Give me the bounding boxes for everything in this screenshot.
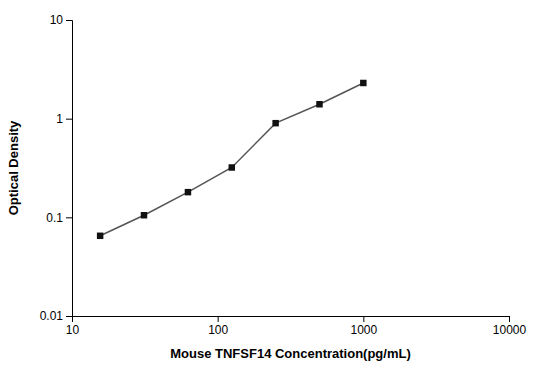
- x-tick-label: 10: [66, 323, 80, 337]
- y-axis-title: Optical Density: [6, 120, 21, 215]
- marker: [360, 80, 366, 86]
- y-axis: 0.01 0.1 1 10: [40, 13, 73, 323]
- x-tick-label: 100: [208, 323, 228, 337]
- y-tick-mark: [66, 316, 72, 317]
- x-axis-title: Mouse TNFSF14 Concentration(pg/mL): [170, 346, 411, 361]
- x-tick: 10000: [493, 316, 527, 337]
- x-tick-mark: [218, 316, 219, 322]
- marker: [272, 120, 278, 126]
- x-tick: 10: [66, 316, 80, 337]
- x-axis-line: [73, 317, 510, 323]
- line: [100, 83, 363, 236]
- x-tick-label: 10000: [493, 323, 527, 337]
- x-tick-mark: [509, 316, 510, 322]
- y-tick: 1: [56, 112, 72, 126]
- y-tick-label: 1: [56, 112, 63, 126]
- x-tick-label: 1000: [350, 323, 377, 337]
- plot-area: 10 100 1000 10000 0.01 0.1 1 10: [40, 13, 527, 336]
- x-tick: 100: [208, 316, 228, 337]
- chart: 10 100 1000 10000 0.01 0.1 1 10 Mouse TNFSF14 Co…: [0, 0, 533, 372]
- y-tick: 0.01: [40, 309, 72, 323]
- y-tick-mark: [66, 119, 72, 120]
- y-tick: 10: [50, 13, 72, 27]
- marker: [141, 212, 147, 218]
- y-tick: 0.1: [46, 211, 72, 225]
- y-tick-label: 10: [50, 13, 64, 27]
- x-axis: 10 100 1000 10000: [66, 316, 527, 337]
- y-axis-line: [66, 21, 73, 317]
- series: [97, 80, 367, 239]
- marker: [316, 101, 322, 107]
- y-tick-mark: [66, 217, 72, 218]
- marker: [185, 189, 191, 195]
- marker: [229, 164, 235, 170]
- y-tick-mark: [66, 20, 72, 21]
- y-tick-label: 0.01: [40, 309, 64, 323]
- marker: [97, 233, 103, 239]
- x-tick: 1000: [350, 316, 377, 337]
- y-tick-label: 0.1: [46, 211, 63, 225]
- x-tick-mark: [363, 316, 364, 322]
